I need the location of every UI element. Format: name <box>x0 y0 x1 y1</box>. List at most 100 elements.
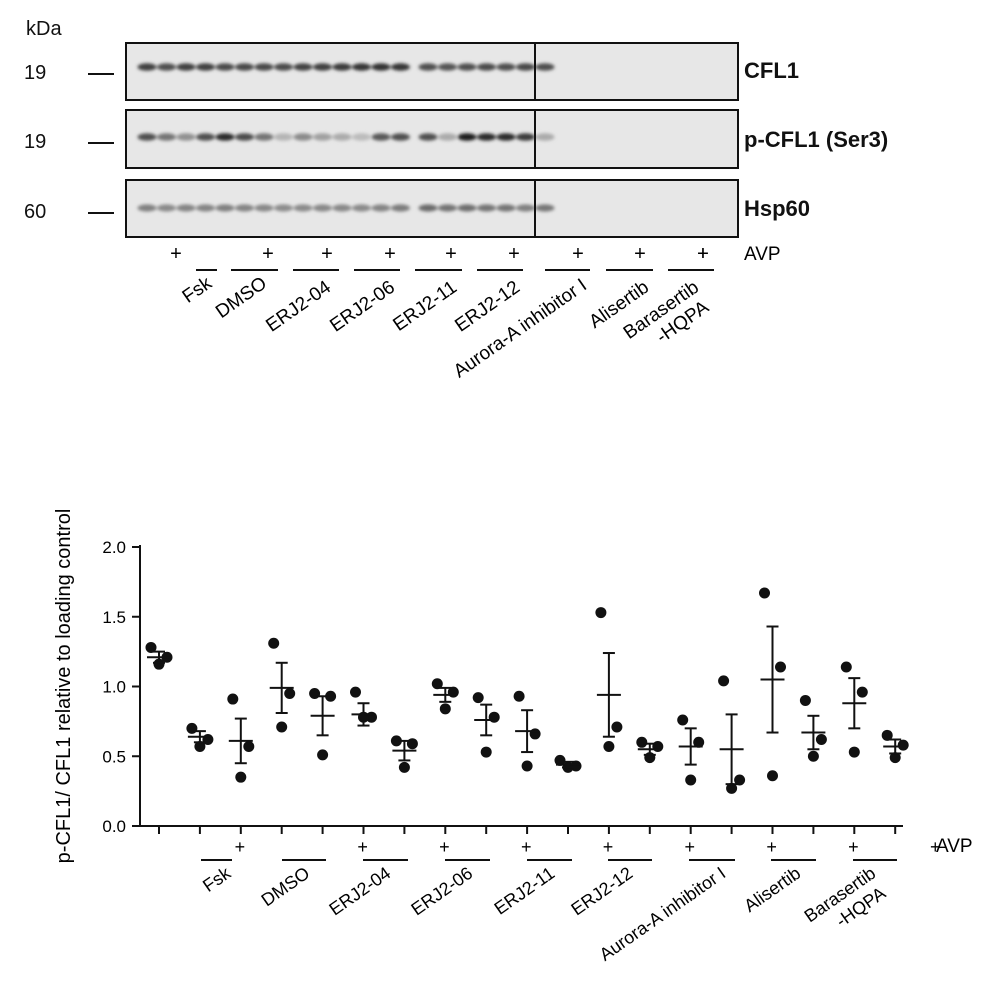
chart-avp-plus: + <box>848 837 859 857</box>
data-point <box>881 729 893 741</box>
blot-band <box>215 133 235 141</box>
data-point <box>309 687 321 699</box>
blot-band <box>196 133 215 141</box>
blot-label-hsp60: Hsp60 <box>744 196 811 221</box>
chart-avp-plus: + <box>235 837 246 857</box>
blot-band <box>254 63 274 71</box>
data-point <box>194 740 206 752</box>
blot-band <box>535 204 555 212</box>
blot-band <box>496 63 516 71</box>
blot-band <box>215 63 235 71</box>
blot-strip-cfl1 <box>125 42 739 101</box>
blot-band <box>235 133 254 141</box>
data-point <box>439 703 451 715</box>
blot-condition-label: Fsk <box>179 273 217 308</box>
chart-avp-plus: + <box>930 837 941 857</box>
blot-band <box>313 63 332 71</box>
mw-marker-cfl1: 19 <box>24 62 47 84</box>
blot-band <box>176 133 196 141</box>
blot-band <box>293 133 313 141</box>
blot-band <box>235 204 254 212</box>
blot-avp-label: AVP <box>744 244 781 265</box>
y-tick-label: 2.0 <box>102 538 126 557</box>
blot-avp-plus: + <box>321 243 333 265</box>
blot-band <box>457 133 477 141</box>
data-point <box>406 738 418 750</box>
chart-group-label: ERJ2-06 <box>407 863 476 920</box>
blot-band <box>371 133 391 141</box>
blot-band <box>352 133 371 141</box>
y-tick-label: 1.0 <box>102 678 126 697</box>
blot-band <box>477 204 496 212</box>
chart-avp-plus: + <box>357 837 368 857</box>
blot-band <box>274 204 293 212</box>
blot-avp-plus: + <box>697 243 709 265</box>
blot-label-pcfl1: p-CFL1 (Ser3) <box>744 127 889 152</box>
chart-avp-plus: + <box>766 837 777 857</box>
blot-band <box>274 133 293 141</box>
data-point <box>726 782 738 794</box>
blot-avp-plus: + <box>508 243 520 265</box>
blot-band <box>137 204 157 212</box>
chart-avp-plus: + <box>521 837 532 857</box>
data-point <box>889 752 901 764</box>
blot-avp-plus: + <box>445 243 457 265</box>
blot-band <box>438 133 457 141</box>
blot-band <box>438 63 457 71</box>
blot-avp-plus: + <box>384 243 396 265</box>
blot-band <box>137 63 157 71</box>
data-point <box>693 736 705 748</box>
blot-condition-label: ERJ2-11 <box>389 277 460 336</box>
blot-band <box>196 204 215 212</box>
blot-band <box>516 63 535 71</box>
blot-band <box>535 133 555 141</box>
data-point <box>284 687 296 699</box>
chart-avp-plus: + <box>603 837 614 857</box>
data-point <box>186 722 198 734</box>
chart-group-label: DMSO <box>258 863 314 910</box>
blot-band <box>137 133 157 141</box>
blot-band <box>293 204 313 212</box>
blot-band <box>254 133 274 141</box>
blot-band <box>418 63 438 71</box>
data-point <box>840 661 852 673</box>
chart-group-label: Alisertib <box>740 863 804 916</box>
data-point <box>897 739 909 751</box>
chart-group-label: Fsk <box>199 862 235 896</box>
blot-band <box>516 133 535 141</box>
chart-avp-plus: + <box>439 837 450 857</box>
data-point <box>227 693 239 705</box>
data-point <box>431 678 443 690</box>
chart-group-label: ERJ2-04 <box>325 863 394 920</box>
y-tick-label: 0.5 <box>102 747 126 766</box>
data-point <box>480 746 492 758</box>
data-point <box>767 770 778 782</box>
blot-strip-hsp60 <box>125 179 739 238</box>
blot-strip-pcfl1 <box>125 109 739 169</box>
blot-label-cfl1: CFL1 <box>744 58 799 83</box>
blot-band <box>535 63 555 71</box>
data-point <box>759 587 770 599</box>
data-point <box>317 749 329 761</box>
blot-band <box>391 63 410 71</box>
blot-band <box>477 133 496 141</box>
blot-band <box>332 204 352 212</box>
blot-band <box>313 204 332 212</box>
data-point <box>153 658 165 670</box>
data-point <box>325 690 337 702</box>
blot-band <box>391 133 410 141</box>
data-point <box>677 714 689 726</box>
blot-condition-label: DMSO <box>212 273 271 323</box>
blot-avp-plus: + <box>697 243 709 265</box>
data-point <box>521 760 533 772</box>
blot-band <box>332 63 352 71</box>
blot-band <box>157 133 176 141</box>
blot-band <box>352 204 371 212</box>
data-point <box>595 607 607 619</box>
blot-band <box>438 204 457 212</box>
blot-band <box>293 63 313 71</box>
data-point <box>145 641 157 653</box>
blot-band <box>235 63 254 71</box>
blot-band <box>418 204 438 212</box>
blot-band <box>176 63 196 71</box>
